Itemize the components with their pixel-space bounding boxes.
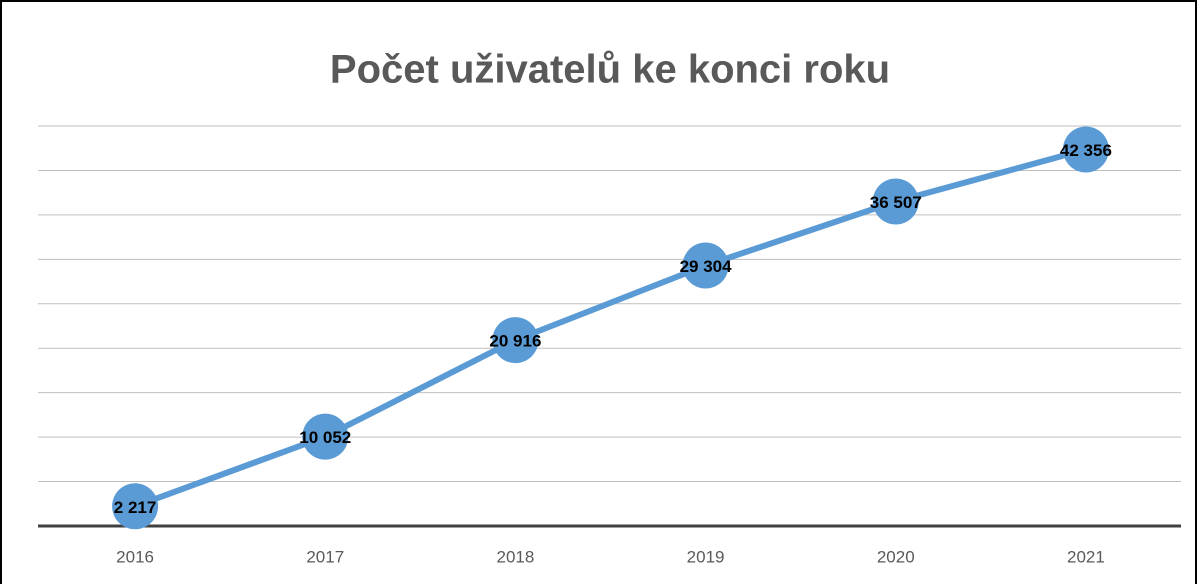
marker: [682, 242, 729, 289]
x-tick-label: 2017: [306, 547, 344, 566]
marker: [492, 317, 539, 364]
marker: [302, 413, 349, 460]
x-tick-label: 2019: [687, 547, 725, 566]
data-label: 36 507: [870, 193, 922, 212]
line: [134, 146, 1087, 510]
marker: [872, 178, 919, 225]
data-label: 2 217: [114, 498, 157, 517]
data-label: 20 916: [489, 332, 541, 351]
chart-title: Počet uživatelů ke konci roku: [330, 48, 890, 92]
x-tick-label: 2018: [497, 547, 535, 566]
x-tick-label: 2020: [877, 547, 915, 566]
data-label: 10 052: [299, 428, 351, 447]
data-label: 42 356: [1060, 141, 1112, 160]
marker: [1062, 126, 1109, 173]
x-tick-label: 2016: [116, 547, 154, 566]
x-tick-label: 2021: [1067, 547, 1105, 566]
marker: [112, 483, 159, 530]
data-label: 29 304: [680, 257, 733, 276]
